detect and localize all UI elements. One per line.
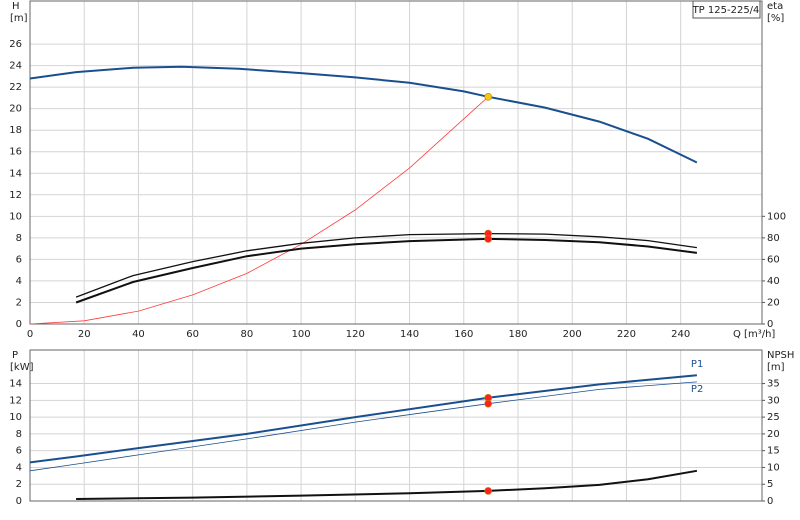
- x-tick-label: 0: [27, 329, 33, 340]
- x-tick-label: 40: [132, 329, 145, 340]
- y2-tick-label: 80: [767, 233, 780, 244]
- x-tick-label: 140: [400, 329, 419, 340]
- y2-tick-label: 20: [767, 297, 780, 308]
- y2-tick-label: 40: [767, 276, 780, 287]
- duty-point: [484, 93, 492, 101]
- y2-tick-label: 5: [767, 479, 773, 490]
- x-tick-label: 60: [186, 329, 199, 340]
- y-tick-label: 16: [9, 147, 22, 158]
- y-tick-label: 8: [16, 233, 22, 244]
- y-tick-label: 20: [9, 104, 22, 115]
- curve: [29, 374, 697, 464]
- y2-tick-label: 10: [767, 462, 780, 473]
- y-axis-unit: [kW]: [10, 362, 34, 373]
- curve: [75, 237, 698, 304]
- duty-point: [484, 487, 492, 495]
- y-tick-label: 24: [9, 61, 22, 72]
- curve: [76, 469, 698, 500]
- y-tick-label: 26: [9, 39, 22, 50]
- duty-point: [484, 399, 492, 408]
- x-axis-label: Q [m³/h]: [733, 329, 775, 340]
- y2-axis-label: NPSH: [767, 350, 794, 361]
- y-tick-label: 2: [16, 479, 22, 490]
- y-tick-label: 12: [9, 190, 22, 201]
- y-tick-label: 14: [9, 379, 22, 390]
- y-axis-label: H: [12, 1, 20, 12]
- y-tick-label: 12: [9, 395, 22, 406]
- duty-point: [484, 235, 492, 243]
- x-tick-label: 120: [346, 329, 365, 340]
- curve: [29, 381, 697, 472]
- y2-axis-label: eta: [767, 1, 783, 12]
- series-label: P2: [691, 384, 703, 395]
- y2-tick-label: 20: [767, 429, 780, 440]
- y-tick-label: 0: [16, 496, 22, 507]
- y-tick-label: 22: [9, 82, 22, 93]
- y-tick-label: 6: [16, 254, 22, 265]
- product-label: TP 125-225/4: [692, 5, 760, 16]
- plot-frame: [29, 349, 763, 502]
- y-tick-label: 8: [16, 429, 22, 440]
- x-tick-label: 80: [241, 329, 254, 340]
- x-tick-label: 200: [563, 329, 582, 340]
- y2-tick-label: 0: [767, 319, 773, 330]
- plot-frame: [29, 0, 763, 325]
- y-tick-label: 0: [16, 319, 22, 330]
- x-tick-label: 100: [292, 329, 311, 340]
- curve: [29, 96, 489, 325]
- y-tick-label: 4: [16, 276, 22, 287]
- x-tick-label: 220: [617, 329, 636, 340]
- curve: [75, 232, 697, 298]
- x-tick-label: 180: [508, 329, 527, 340]
- y-tick-label: 14: [9, 168, 22, 179]
- y2-axis-unit: [m]: [767, 362, 785, 373]
- product-label-box: [692, 0, 761, 19]
- y-axis-label: P: [12, 350, 18, 361]
- x-tick-label: 160: [454, 329, 473, 340]
- curve: [29, 65, 698, 164]
- y-tick-label: 4: [16, 462, 22, 473]
- y2-axis-unit: [%]: [767, 13, 784, 24]
- y-tick-label: 2: [16, 297, 22, 308]
- y-axis-unit: [m]: [10, 13, 28, 24]
- y-tick-label: 18: [9, 125, 22, 136]
- y-tick-label: 6: [16, 446, 22, 457]
- x-tick-label: 240: [671, 329, 690, 340]
- y2-tick-label: 25: [767, 412, 780, 423]
- y2-tick-label: 30: [767, 395, 780, 406]
- series-label: P1: [691, 359, 703, 370]
- y-tick-label: 10: [9, 211, 22, 222]
- y2-tick-label: 0: [767, 496, 773, 507]
- y2-tick-label: 35: [767, 379, 780, 390]
- y2-tick-label: 15: [767, 446, 780, 457]
- y2-tick-label: 100: [767, 211, 786, 222]
- y-tick-label: 10: [9, 412, 22, 423]
- y2-tick-label: 60: [767, 254, 780, 265]
- x-tick-label: 20: [78, 329, 91, 340]
